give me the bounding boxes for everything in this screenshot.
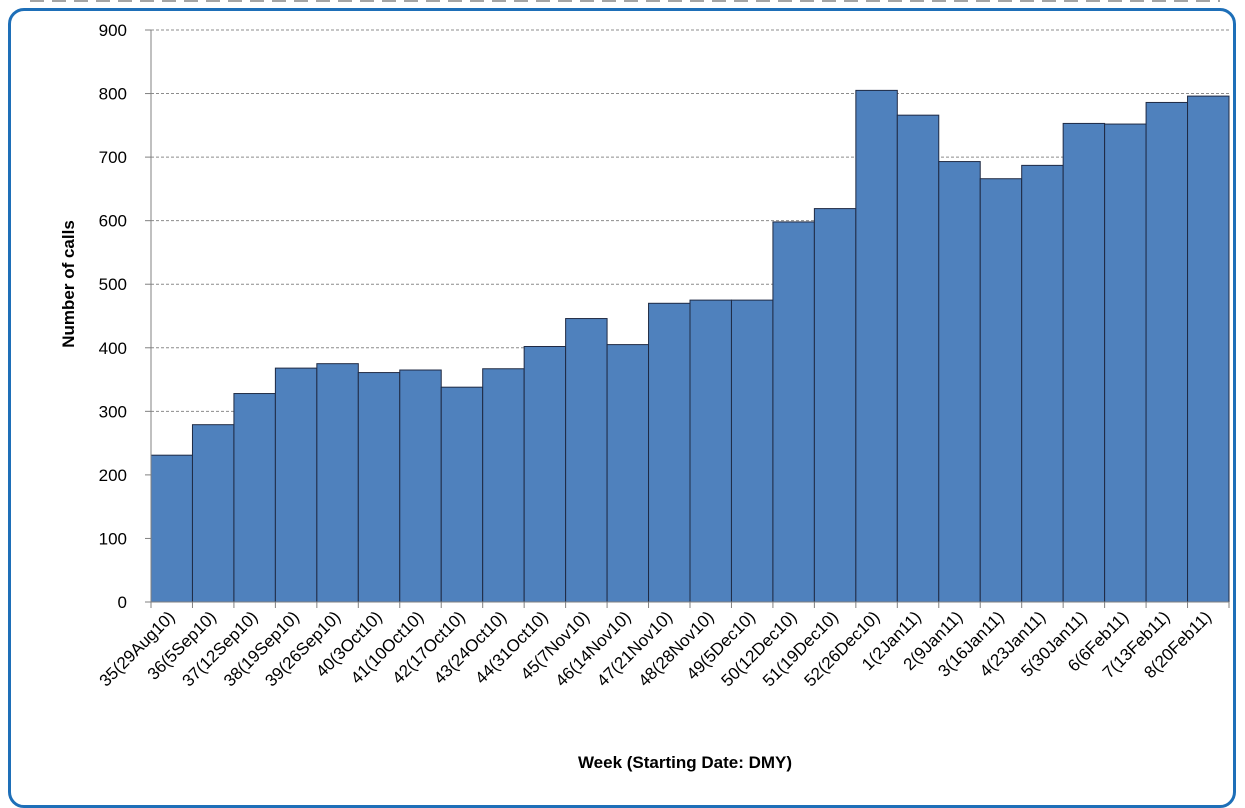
bar: [399, 369, 442, 603]
bar: [316, 363, 359, 603]
y-tick-label: 200: [99, 466, 127, 485]
bar: [730, 299, 774, 603]
y-tick-label: 600: [99, 212, 127, 231]
axes: [145, 29, 1230, 608]
bar: [896, 114, 940, 603]
bar: [606, 344, 650, 603]
y-tick-labels: 0 100 200 300 400 500 600 700 800 900: [99, 21, 127, 612]
bar: [1145, 101, 1189, 603]
bar: [1187, 95, 1230, 603]
bar: [150, 454, 193, 603]
bar: [1062, 122, 1106, 603]
bar: [233, 393, 276, 603]
bar: [979, 178, 1023, 603]
bar: [565, 318, 608, 603]
y-tick-label: 900: [99, 21, 127, 40]
bars: [150, 89, 1230, 603]
bar: [482, 368, 525, 603]
y-tick-label: 400: [99, 339, 127, 358]
x-axis-title: Week (Starting Date: DMY): [578, 753, 792, 772]
y-tick-label: 100: [99, 529, 127, 548]
bar: [689, 299, 732, 603]
y-tick-label: 500: [99, 275, 127, 294]
y-axis-title: Number of calls: [59, 220, 78, 348]
bar: [191, 424, 235, 603]
bar: [813, 208, 857, 603]
y-tick-label: 800: [99, 85, 127, 104]
y-tick-label: 0: [118, 593, 127, 612]
y-tick-label: 700: [99, 148, 127, 167]
bar: [1021, 164, 1064, 603]
bar: [855, 89, 898, 603]
bar: [357, 372, 401, 603]
x-tick-labels: 35(29Aug10)36(5Sep10)37(12Sep10)38(19Sep…: [96, 607, 1215, 690]
bar: [440, 386, 484, 603]
bar: [938, 161, 981, 603]
bar: [772, 221, 815, 603]
bar: [648, 302, 691, 603]
bar: [274, 367, 318, 603]
y-tick-label: 300: [99, 402, 127, 421]
bar: [1104, 123, 1147, 603]
truncated-title-strip: [0, 0, 1245, 6]
bar: [523, 346, 567, 603]
